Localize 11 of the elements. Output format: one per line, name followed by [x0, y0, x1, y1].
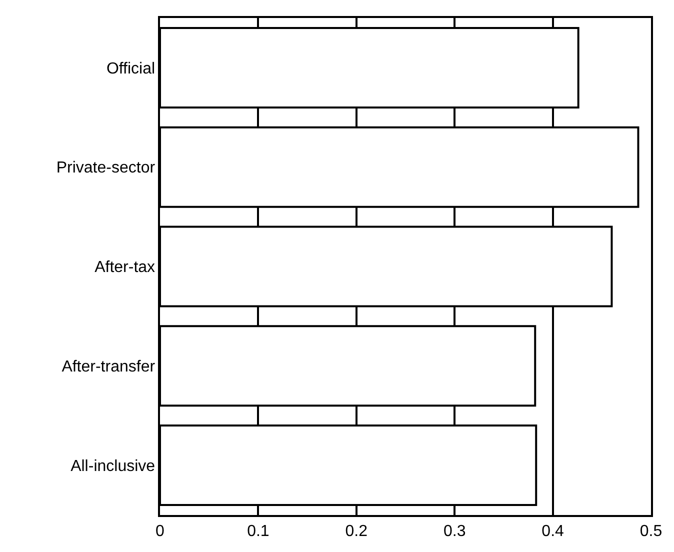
x-tick-label: 0.3 [443, 522, 466, 540]
y-tick-label: All-inclusive [70, 458, 156, 475]
x-tick-label: 0 [156, 522, 165, 540]
y-tick-label: Private-sector [56, 160, 156, 177]
y-tick-label: Official [106, 60, 156, 78]
y-tick-label: After-transfer [62, 358, 156, 376]
y-tick-label: After-tax [94, 259, 156, 276]
x-tick-label: 0.5 [640, 522, 662, 540]
x-tick-label: 0.2 [345, 522, 368, 540]
x-tick-label: 0.1 [247, 522, 270, 540]
x-tick-label: 0.4 [542, 522, 564, 540]
